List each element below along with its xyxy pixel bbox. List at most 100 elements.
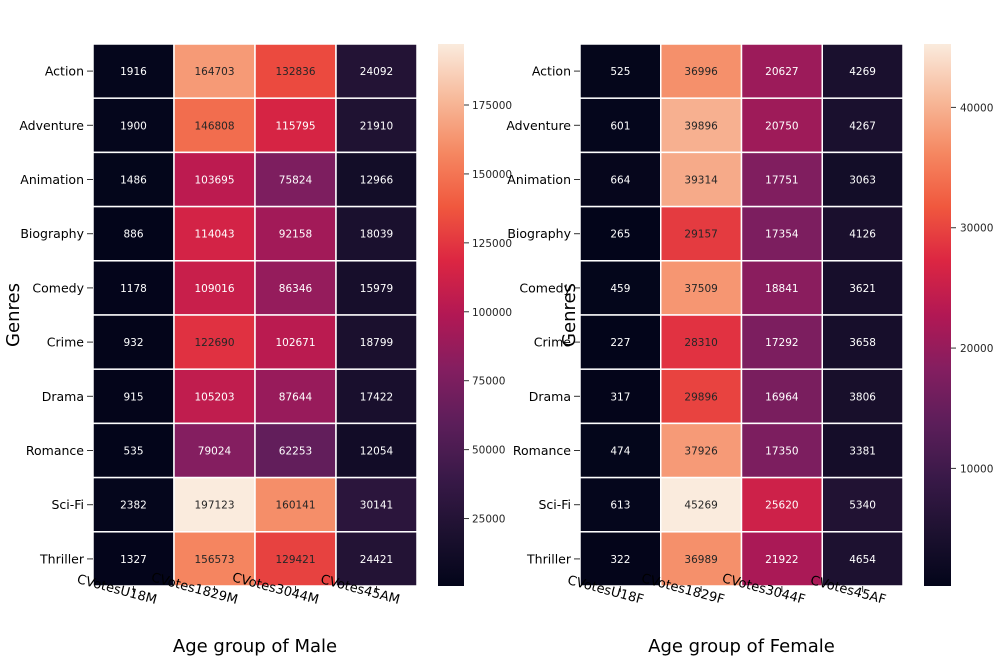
male-cell-label-adventure-cvotesu18m: 1900 (120, 120, 147, 132)
male-row-label-crime: Crime (47, 335, 85, 350)
female-cell-label-sci-fi-cvotes45af: 5340 (849, 500, 876, 512)
female-cell-thriller-cvotes3044f (740, 531, 823, 587)
female-cell-animation-cvotes45af (821, 151, 904, 208)
male-cell-adventure-cvotes1829m (173, 97, 256, 154)
male-row-label-biography: Biography (20, 226, 84, 241)
female-cell-label-thriller-cvotesu18f: 322 (610, 554, 630, 566)
female-cell-adventure-cvotes3044f (740, 97, 823, 154)
male-colorbar-tick-label-50000: 50000 (472, 445, 505, 457)
female-cell-label-sci-fi-cvotes1829f: 45269 (684, 500, 717, 512)
male-colorbar-tick-label-100000: 100000 (472, 307, 512, 319)
male-row-label-action: Action (45, 64, 84, 79)
female-colorbar-tick-label-20000: 20000 (960, 343, 993, 355)
male-cell-label-crime-cvotes45am: 18799 (360, 337, 393, 349)
male-cell-label-animation-cvotes45am: 12966 (360, 175, 394, 187)
male-row-label-adventure: Adventure (19, 118, 84, 133)
male-cell-label-crime-cvotes3044m: 102671 (275, 337, 315, 349)
male-cell-animation-cvotes1829m (173, 151, 256, 208)
female-cell-label-adventure-cvotes3044f: 20750 (765, 120, 798, 132)
male-cell-label-action-cvotes45am: 24092 (360, 66, 393, 78)
female-cell-label-comedy-cvotes3044f: 18841 (765, 283, 798, 295)
female-cell-crime-cvotes3044f (740, 314, 823, 370)
male-cell-biography-cvotes1829m (173, 205, 256, 262)
male-cell-label-biography-cvotesu18m: 886 (123, 229, 143, 241)
female-colorbar (924, 44, 951, 586)
male-cell-action-cvotes1829m (173, 43, 256, 99)
female-cell-label-crime-cvotesu18f: 227 (610, 337, 630, 349)
female-heatmap-panel: 525 36996 20627 4269 601 39896 20750 4267 664 393… (506, 43, 993, 657)
female-cell-label-drama-cvotesu18f: 317 (610, 391, 630, 403)
male-cell-label-crime-cvotes1829m: 122690 (194, 337, 234, 349)
female-cell-label-comedy-cvotes1829f: 37509 (684, 283, 717, 295)
male-row-label-thriller: Thriller (39, 551, 85, 566)
male-row-label-sci-fi: Sci-Fi (51, 497, 84, 512)
male-colorbar-tick-label-25000: 25000 (472, 514, 505, 526)
male-colorbar-tick-label-175000: 175000 (472, 100, 512, 112)
male-cell-label-biography-cvotes45am: 18039 (360, 229, 393, 241)
male-cell-label-biography-cvotes1829m: 114043 (194, 229, 234, 241)
female-cell-label-romance-cvotes3044f: 17350 (765, 446, 798, 458)
female-cell-drama-cvotes45af (821, 368, 904, 425)
male-colorbar-tick-label-125000: 125000 (472, 238, 512, 250)
female-cell-label-biography-cvotes45af: 4126 (849, 229, 876, 241)
female-cell-label-comedy-cvotesu18f: 459 (610, 283, 630, 295)
male-cell-thriller-cvotes45am (335, 531, 418, 587)
female-row-label-action: Action (532, 64, 571, 79)
female-cell-label-thriller-cvotes45af: 4654 (849, 554, 876, 566)
female-cell-label-drama-cvotes1829f: 29896 (684, 391, 718, 403)
female-cell-label-animation-cvotesu18f: 664 (610, 175, 630, 187)
male-cell-label-action-cvotes3044m: 132836 (275, 66, 315, 78)
female-colorbar-tick-label-30000: 30000 (960, 223, 993, 235)
male-cell-label-sci-fi-cvotes45am: 30141 (360, 500, 393, 512)
male-row-label-comedy: Comedy (32, 280, 84, 295)
male-cell-label-comedy-cvotes1829m: 109016 (194, 283, 234, 295)
female-x-axis-title: Age group of Female (648, 636, 835, 657)
female-cell-biography-cvotesu18f (579, 205, 662, 262)
female-cell-comedy-cvotes1829f (660, 260, 743, 316)
male-cell-label-sci-fi-cvotes1829m: 197123 (194, 500, 234, 512)
female-cell-sci-fi-cvotesu18f (579, 476, 662, 533)
female-cell-label-crime-cvotes3044f: 17292 (765, 337, 798, 349)
female-row-label-biography: Biography (507, 226, 571, 241)
male-cell-drama-cvotes45am (335, 368, 418, 425)
male-cell-crime-cvotes45am (335, 314, 418, 370)
male-cell-drama-cvotes3044m (254, 368, 337, 425)
male-cell-comedy-cvotes1829m (173, 260, 256, 316)
female-y-axis-title: Genres (559, 283, 580, 347)
female-cell-comedy-cvotes45af (821, 260, 904, 316)
male-cell-label-animation-cvotes3044m: 75824 (279, 175, 313, 187)
female-cell-sci-fi-cvotes45af (821, 476, 904, 533)
male-cell-label-adventure-cvotes45am: 21910 (360, 120, 393, 132)
female-cell-label-drama-cvotes45af: 3806 (849, 391, 876, 403)
female-cell-sci-fi-cvotes3044f (740, 476, 823, 533)
female-cell-label-adventure-cvotes45af: 4267 (849, 120, 876, 132)
male-cell-sci-fi-cvotes45am (335, 476, 418, 533)
female-row-label-sci-fi: Sci-Fi (538, 497, 571, 512)
male-cell-label-drama-cvotes1829m: 105203 (194, 391, 234, 403)
female-cell-label-romance-cvotes1829f: 37926 (684, 446, 718, 458)
male-cell-label-adventure-cvotes1829m: 146808 (194, 120, 234, 132)
female-cell-animation-cvotesu18f (579, 151, 662, 208)
male-cell-label-romance-cvotes45am: 12054 (360, 446, 394, 458)
male-row-label-romance: Romance (26, 443, 84, 458)
female-cell-animation-cvotes1829f (660, 151, 743, 208)
male-cell-action-cvotes45am (335, 43, 418, 99)
female-cell-label-crime-cvotes1829f: 28310 (684, 337, 717, 349)
male-cell-label-romance-cvotesu18m: 535 (123, 446, 143, 458)
male-cell-label-animation-cvotesu18m: 1486 (120, 175, 147, 187)
female-cell-romance-cvotes45af (821, 422, 904, 479)
male-cell-label-romance-cvotes1829m: 79024 (198, 446, 232, 458)
male-cell-label-action-cvotesu18m: 1916 (120, 66, 147, 78)
female-cell-label-sci-fi-cvotes3044f: 25620 (765, 500, 798, 512)
female-row-label-adventure: Adventure (506, 118, 571, 133)
male-cell-label-romance-cvotes3044m: 62253 (279, 446, 312, 458)
male-cell-adventure-cvotes45am (335, 97, 418, 154)
female-cell-biography-cvotes1829f (660, 205, 743, 262)
female-colorbar-tick-label-10000: 10000 (960, 463, 993, 475)
female-cell-label-adventure-cvotesu18f: 601 (610, 120, 630, 132)
male-cell-label-action-cvotes1829m: 164703 (194, 66, 234, 78)
male-cell-romance-cvotes3044m (254, 422, 337, 479)
female-cell-label-comedy-cvotes45af: 3621 (849, 283, 876, 295)
male-cell-label-adventure-cvotes3044m: 115795 (275, 120, 315, 132)
female-cell-adventure-cvotes1829f (660, 97, 743, 154)
